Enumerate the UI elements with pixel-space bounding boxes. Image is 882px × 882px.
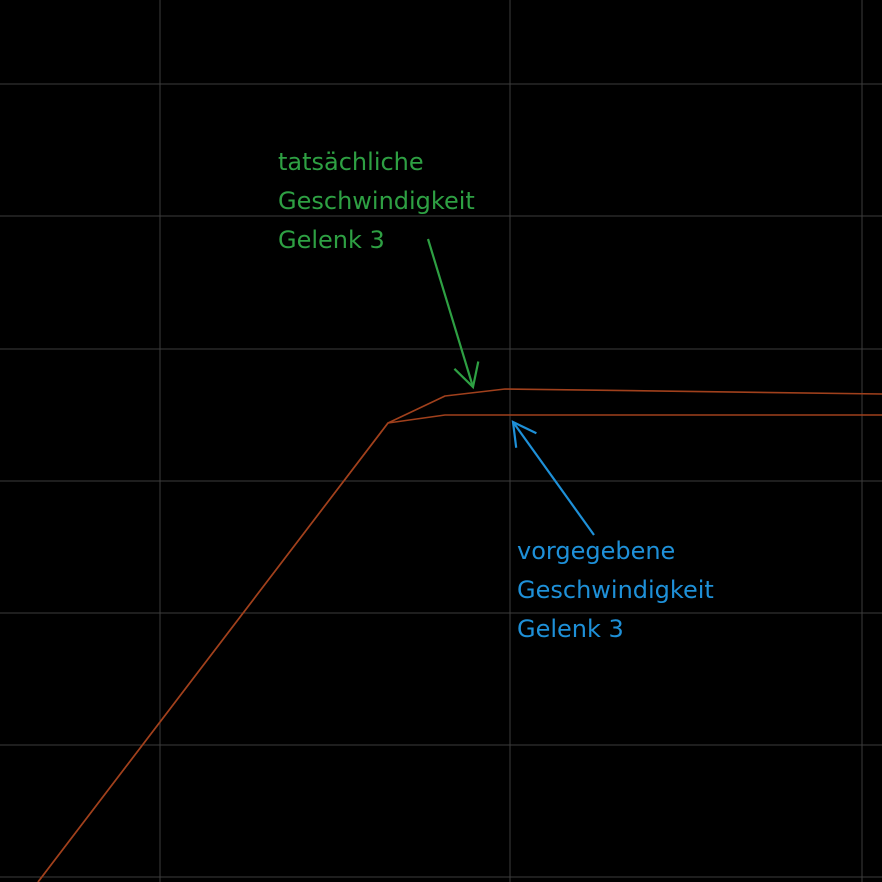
annotation-0-text-0: tatsächliche [278, 148, 424, 176]
annotation-0-arrow-shaft [426, 238, 475, 388]
series-line-1 [37, 414, 882, 882]
annotation-1-arrow-head [511, 420, 537, 448]
annotation-0-arrow-head [453, 361, 480, 390]
annotation-1-text-1: Geschwindigkeit [517, 576, 714, 604]
series-lines [37, 388, 882, 882]
annotation-0-text-1: Geschwindigkeit [278, 187, 475, 215]
annotation-0-text-2: Gelenk 3 [278, 226, 385, 254]
annotation-1: vorgegebene Geschwindigkeit Gelenk 3 [511, 420, 714, 643]
annotation-1-text-0: vorgegebene [517, 537, 675, 565]
annotation-1-text-2: Gelenk 3 [517, 615, 624, 643]
annotation-0: tatsächliche Geschwindigkeit Gelenk 3 [278, 148, 480, 390]
annotation-1-arrow-shaft [512, 421, 595, 536]
